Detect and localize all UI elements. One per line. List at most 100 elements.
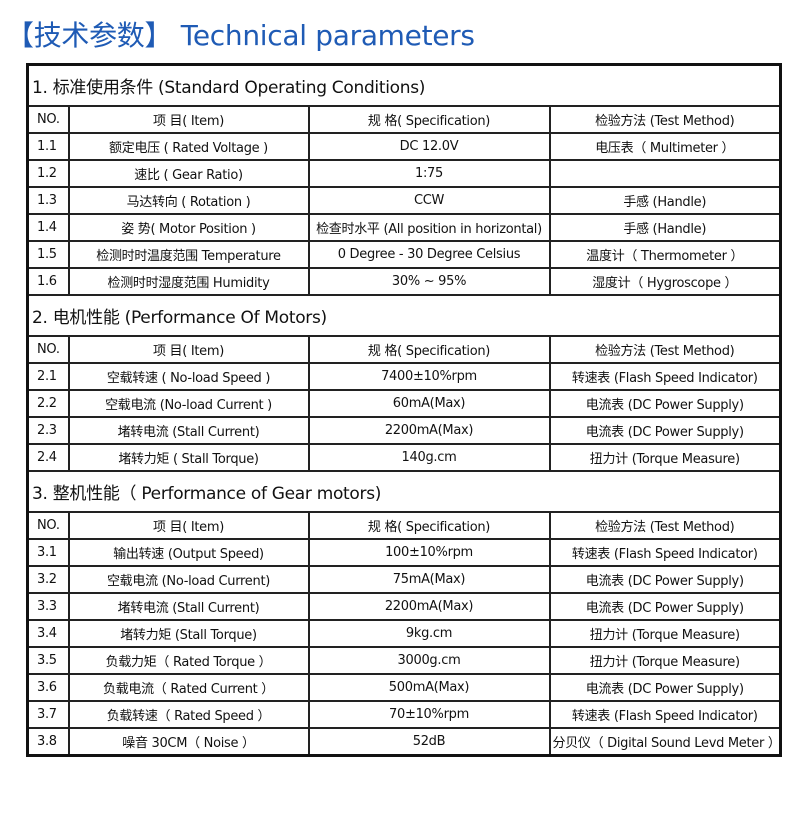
table-cell: 2.1 [26,362,70,391]
column-header: 项 目( Item) [67,335,310,364]
spec-table: 1. 标准使用条件 (Standard Operating Conditions… [26,63,782,757]
column-header-row: NO. 项 目( Item) 规 格( Specification) 检验方法 (Te… [26,511,782,540]
table-cell: 电流表 (DC Power Supply) [548,565,782,594]
table-cell: 负载力矩（ Rated Torque ） [67,646,310,675]
column-header: 规 格( Specification) [307,335,551,364]
table-cell: DC 12.0V [307,132,551,161]
table-cell: 3.6 [26,673,70,702]
section-header: 1. 标准使用条件 (Standard Operating Conditions… [26,63,782,107]
column-header-row: NO. 项 目( Item) 规 格( Specification) 检验方法 (Te… [26,335,782,364]
table-cell: 扭力计 (Torque Measure) [548,646,782,675]
table-cell: 3.7 [26,700,70,729]
table-row: 1.1 额定电压 ( Rated Voltage ) DC 12.0V 电压表（ Mu… [26,132,782,161]
table-cell: 52dB [307,727,551,757]
section-header: 2. 电机性能 (Performance Of Motors) [26,294,782,337]
table-row: 1.5 检测时时温度范围 Temperature 0 Degree - 30 Deg… [26,240,782,269]
table-cell: 转速表 (Flash Speed Indicator) [548,538,782,567]
table-cell: 堵转电流 (Stall Current) [67,416,310,445]
table-cell: 60mA(Max) [307,389,551,418]
table-row: 1.3 马达转向 ( Rotation ) CCW 手感 (Handle) [26,186,782,215]
table-cell: 3.5 [26,646,70,675]
column-header: NO. [26,335,70,364]
table-row: 3.2 空载电流 (No-load Current) 75mA(Max) 电流表 (D… [26,565,782,594]
table-cell: 3.2 [26,565,70,594]
table-cell: 额定电压 ( Rated Voltage ) [67,132,310,161]
table-cell: 马达转向 ( Rotation ) [67,186,310,215]
table-cell: 噪音 30CM（ Noise ） [67,727,310,757]
table-cell: 3000g.cm [307,646,551,675]
table-row: 3.7 负载转速（ Rated Speed ） 70±10%rpm 转速表 (Flas… [26,700,782,729]
table-row: 3.5 负载力矩（ Rated Torque ） 3000g.cm 扭力计 (Torq… [26,646,782,675]
table-cell: 转速表 (Flash Speed Indicator) [548,362,782,391]
table-row: 1.2 速比 ( Gear Ratio) 1:75 [26,159,782,188]
table-cell: 堵转电流 (Stall Current) [67,592,310,621]
table-cell: 1.1 [26,132,70,161]
table-cell: 电流表 (DC Power Supply) [548,592,782,621]
table-row: 1.4 姿 势( Motor Position ) 检查时水平 (All posit… [26,213,782,242]
column-header: 检验方法 (Test Method) [548,105,782,134]
table-row: 2.1 空载转速 ( No-load Speed ) 7400±10%rpm 转速表 … [26,362,782,391]
table-cell: 1.5 [26,240,70,269]
table-cell: 1.2 [26,159,70,188]
table-row: 1.6 检测时时湿度范围 Humidity 30% ~ 95% 湿度计（ Hygros… [26,267,782,296]
table-cell: 空载电流 (No-load Current) [67,565,310,594]
table-cell: 检测时时湿度范围 Humidity [67,267,310,296]
section-header: 3. 整机性能（ Performance of Gear motors) [26,470,782,513]
table-cell: 3.4 [26,619,70,648]
table-cell: 3.8 [26,727,70,757]
table-cell: 2.4 [26,443,70,472]
table-cell: 30% ~ 95% [307,267,551,296]
table-row: 3.8 噪音 30CM（ Noise ） 52dB 分贝仪（ Digital Soun… [26,727,782,757]
table-cell: 2.2 [26,389,70,418]
table-cell: 9kg.cm [307,619,551,648]
table-cell: 扭力计 (Torque Measure) [548,443,782,472]
table-cell: 100±10%rpm [307,538,551,567]
column-header-row: NO. 项 目( Item) 规 格( Specification) 检验方法 (Te… [26,105,782,134]
table-row: 3.4 堵转力矩 (Stall Torque) 9kg.cm 扭力计 (Torque … [26,619,782,648]
table-cell: 500mA(Max) [307,673,551,702]
table-cell: 1.3 [26,186,70,215]
table-row: 2.4 堵转力矩 ( Stall Torque) 140g.cm 扭力计 (Torqu… [26,443,782,472]
table-row: 2.2 空载电流 (No-load Current ) 60mA(Max) 电流表 (… [26,389,782,418]
table-cell: 手感 (Handle) [548,213,782,242]
table-cell: 1.6 [26,267,70,296]
section-title: 1. 标准使用条件 (Standard Operating Conditions… [26,63,782,107]
table-cell: 电流表 (DC Power Supply) [548,416,782,445]
table-cell: 转速表 (Flash Speed Indicator) [548,700,782,729]
table-cell: 2200mA(Max) [307,416,551,445]
table-cell: 1.4 [26,213,70,242]
section-title: 2. 电机性能 (Performance Of Motors) [26,294,782,337]
column-header: 项 目( Item) [67,105,310,134]
table-cell: 输出转速 (Output Speed) [67,538,310,567]
table-row: 3.1 输出转速 (Output Speed) 100±10%rpm 转速表 (Fla… [26,538,782,567]
column-header: 规 格( Specification) [307,511,551,540]
column-header: 规 格( Specification) [307,105,551,134]
table-cell [548,159,782,188]
table-cell: 湿度计（ Hygroscope ） [548,267,782,296]
table-cell: 检测时时温度范围 Temperature [67,240,310,269]
table-row: 3.6 负载电流（ Rated Current ） 500mA(Max) 电流表 (D… [26,673,782,702]
table-cell: 扭力计 (Torque Measure) [548,619,782,648]
table-cell: 检查时水平 (All position in horizontal) [307,213,551,242]
table-cell: 3.3 [26,592,70,621]
table-cell: 手感 (Handle) [548,186,782,215]
table-cell: 70±10%rpm [307,700,551,729]
table-cell: 空载电流 (No-load Current ) [67,389,310,418]
table-cell: 3.1 [26,538,70,567]
table-cell: 1:75 [307,159,551,188]
table-cell: 2.3 [26,416,70,445]
table-cell: 负载转速（ Rated Speed ） [67,700,310,729]
table-cell: 姿 势( Motor Position ) [67,213,310,242]
table-cell: 负载电流（ Rated Current ） [67,673,310,702]
column-header: 检验方法 (Test Method) [548,511,782,540]
column-header: 项 目( Item) [67,511,310,540]
column-header: NO. [26,105,70,134]
table-cell: 0 Degree - 30 Degree Celsius [307,240,551,269]
table-cell: 电流表 (DC Power Supply) [548,673,782,702]
table-cell: 空载转速 ( No-load Speed ) [67,362,310,391]
table-cell: 速比 ( Gear Ratio) [67,159,310,188]
table-cell: 140g.cm [307,443,551,472]
page-title: 【技术参数】 Technical parameters [6,19,475,52]
table-cell: 堵转力矩 (Stall Torque) [67,619,310,648]
table-cell: 分贝仪（ Digital Sound Levd Meter ） [548,727,782,757]
